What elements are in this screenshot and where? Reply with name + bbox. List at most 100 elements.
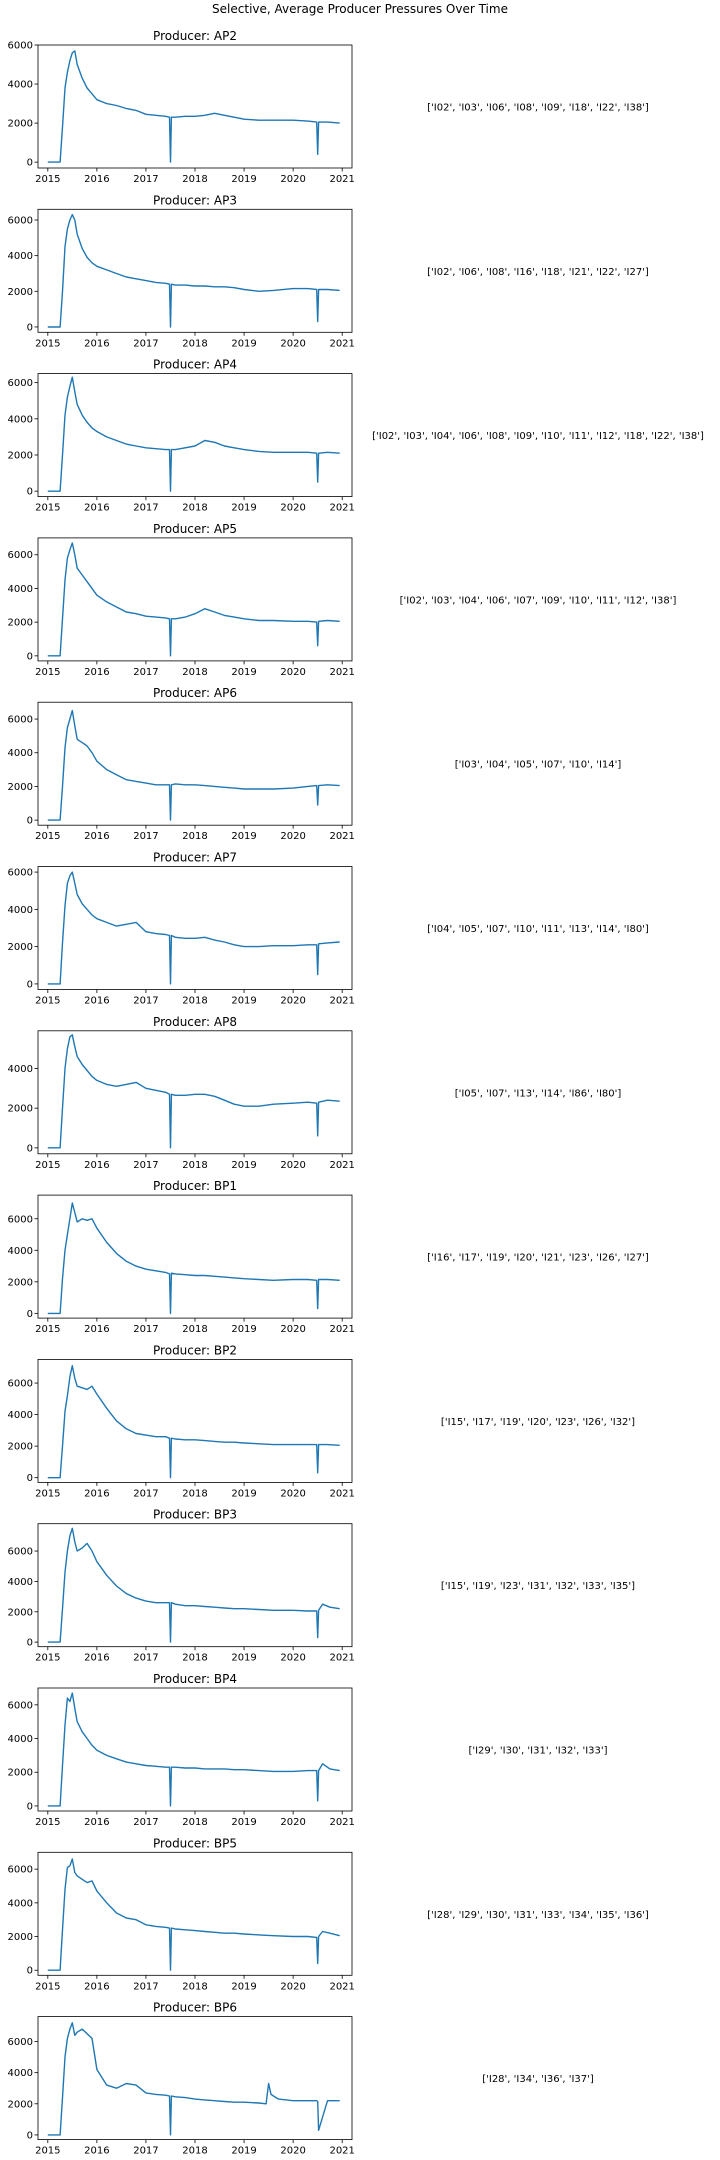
chart-panel: Producer: BP3 2015 2016 2017 2018 2019 2020 202… — [8, 1508, 636, 1664]
x-tick-label: 2017 — [133, 503, 158, 514]
injector-list-label: ['I02', 'I06', 'I08', 'I16', 'I18', 'I21… — [427, 267, 649, 278]
y-tick-label: 2000 — [8, 618, 33, 629]
injector-list-label: ['I28', 'I29', 'I30', 'I31', 'I33', 'I34… — [427, 1910, 649, 1921]
x-tick-label: 2019 — [231, 1981, 256, 1992]
x-tick-label: 2019 — [231, 1817, 256, 1828]
y-tick-label: 0 — [27, 1309, 33, 1320]
x-tick-label: 2021 — [329, 831, 354, 842]
x-tick-label: 2021 — [329, 667, 354, 678]
series-line — [47, 542, 340, 657]
y-tick-label: 0 — [27, 816, 33, 827]
x-tick-label: 2020 — [280, 1160, 305, 1171]
x-tick-label: 2020 — [280, 1981, 305, 1992]
x-tick-label: 2017 — [133, 1817, 158, 1828]
chart-panel: Producer: AP7 2015 2016 2017 2018 2019 2020 202… — [8, 851, 649, 1007]
chart-title: Producer: BP1 — [153, 1179, 237, 1193]
series-line — [47, 1202, 340, 1315]
figure-suptitle: Selective, Average Producer Pressures Ov… — [212, 2, 508, 16]
y-tick-label: 2000 — [8, 450, 33, 461]
x-tick-label: 2021 — [329, 1653, 354, 1664]
injector-list-label: ['I28', 'I34', 'I36', 'I37'] — [482, 2074, 594, 2085]
chart-panel: Producer: BP2 2015 2016 2017 2018 2019 2020 202… — [8, 1343, 636, 1499]
x-tick-label: 2019 — [231, 503, 256, 514]
x-tick-label: 2017 — [133, 1160, 158, 1171]
y-tick-label: 0 — [27, 1143, 33, 1154]
x-tick-label: 2020 — [280, 1488, 305, 1499]
chart-panel: Producer: AP2 2015 2016 2017 2018 2019 2020 202… — [8, 29, 649, 185]
x-tick-label: 2021 — [329, 174, 354, 185]
injector-list-label: ['I03', 'I04', 'I05', 'I07', 'I10', 'I14… — [455, 760, 622, 771]
x-tick-label: 2016 — [84, 2146, 109, 2157]
x-tick-label: 2021 — [329, 1160, 354, 1171]
x-tick-label: 2018 — [182, 338, 207, 349]
series-line — [47, 376, 340, 492]
injector-list-label: ['I04', 'I05', 'I07', 'I10', 'I11', 'I13… — [427, 924, 649, 935]
y-tick-label: 0 — [27, 1801, 33, 1812]
y-tick-label: 4000 — [8, 1898, 33, 1909]
injector-list-label: ['I02', 'I03', 'I04', 'I06', 'I08', 'I09… — [372, 431, 704, 442]
y-tick-label: 4000 — [8, 584, 33, 595]
x-tick-label: 2020 — [280, 1817, 305, 1828]
x-tick-label: 2019 — [231, 1653, 256, 1664]
x-tick-label: 2017 — [133, 1488, 158, 1499]
x-tick-label: 2021 — [329, 1324, 354, 1335]
y-tick-label: 2000 — [8, 782, 33, 793]
y-tick-label: 2000 — [8, 1607, 33, 1618]
series-line — [47, 2022, 340, 2136]
x-tick-label: 2017 — [133, 1653, 158, 1664]
chart-panel: Producer: AP5 2015 2016 2017 2018 2019 2020 202… — [8, 522, 677, 678]
x-tick-label: 2017 — [133, 996, 158, 1007]
x-tick-label: 2015 — [35, 1488, 60, 1499]
x-tick-label: 2019 — [231, 338, 256, 349]
x-tick-label: 2017 — [133, 667, 158, 678]
y-tick-label: 6000 — [8, 550, 33, 561]
chart-panels: Producer: AP2 2015 2016 2017 2018 2019 2020 202… — [8, 29, 704, 2157]
x-tick-label: 2016 — [84, 1981, 109, 1992]
injector-list-label: ['I05', 'I07', 'I13', 'I14', 'I86', 'I80… — [455, 1088, 622, 1099]
chart-title: Producer: AP4 — [153, 358, 237, 372]
chart-panel: Producer: AP4 2015 2016 2017 2018 2019 2020 202… — [8, 358, 704, 514]
y-tick-label: 0 — [27, 1473, 33, 1484]
y-tick-label: 0 — [27, 1966, 33, 1977]
x-tick-label: 2020 — [280, 174, 305, 185]
x-tick-label: 2015 — [35, 831, 60, 842]
x-tick-label: 2019 — [231, 1324, 256, 1335]
chart-title: Producer: BP5 — [153, 1836, 237, 1850]
injector-list-label: ['I02', 'I03', 'I06', 'I08', 'I09', 'I18… — [427, 103, 649, 114]
y-tick-label: 6000 — [8, 1379, 33, 1390]
x-tick-label: 2016 — [84, 1488, 109, 1499]
series-line — [47, 50, 340, 163]
y-tick-label: 4000 — [8, 1734, 33, 1745]
x-tick-label: 2019 — [231, 1488, 256, 1499]
x-tick-label: 2017 — [133, 2146, 158, 2157]
x-tick-label: 2017 — [133, 1981, 158, 1992]
x-tick-label: 2018 — [182, 2146, 207, 2157]
x-tick-label: 2015 — [35, 667, 60, 678]
series-line — [47, 213, 340, 328]
y-tick-label: 6000 — [8, 2037, 33, 2048]
x-tick-label: 2015 — [35, 338, 60, 349]
chart-panel: Producer: AP3 2015 2016 2017 2018 2019 2020 202… — [8, 193, 649, 349]
x-tick-label: 2015 — [35, 1981, 60, 1992]
y-tick-label: 6000 — [8, 41, 33, 52]
x-tick-label: 2020 — [280, 2146, 305, 2157]
x-tick-label: 2019 — [231, 667, 256, 678]
chart-title: Producer: AP6 — [153, 686, 237, 700]
x-tick-label: 2021 — [329, 2146, 354, 2157]
series-line — [47, 1858, 340, 1971]
x-tick-label: 2019 — [231, 831, 256, 842]
y-tick-label: 2000 — [8, 942, 33, 953]
y-tick-label: 6000 — [8, 1547, 33, 1558]
y-tick-label: 2000 — [8, 1104, 33, 1115]
chart-title: Producer: AP3 — [153, 193, 237, 207]
x-tick-label: 2020 — [280, 1324, 305, 1335]
y-tick-label: 2000 — [8, 1932, 33, 1943]
x-tick-label: 2016 — [84, 174, 109, 185]
x-tick-label: 2016 — [84, 667, 109, 678]
y-tick-label: 2000 — [8, 287, 33, 298]
chart-title: Producer: BP3 — [153, 1508, 237, 1522]
x-tick-label: 2020 — [280, 831, 305, 842]
x-tick-label: 2015 — [35, 174, 60, 185]
y-tick-label: 6000 — [8, 1214, 33, 1225]
y-tick-label: 6000 — [8, 1700, 33, 1711]
